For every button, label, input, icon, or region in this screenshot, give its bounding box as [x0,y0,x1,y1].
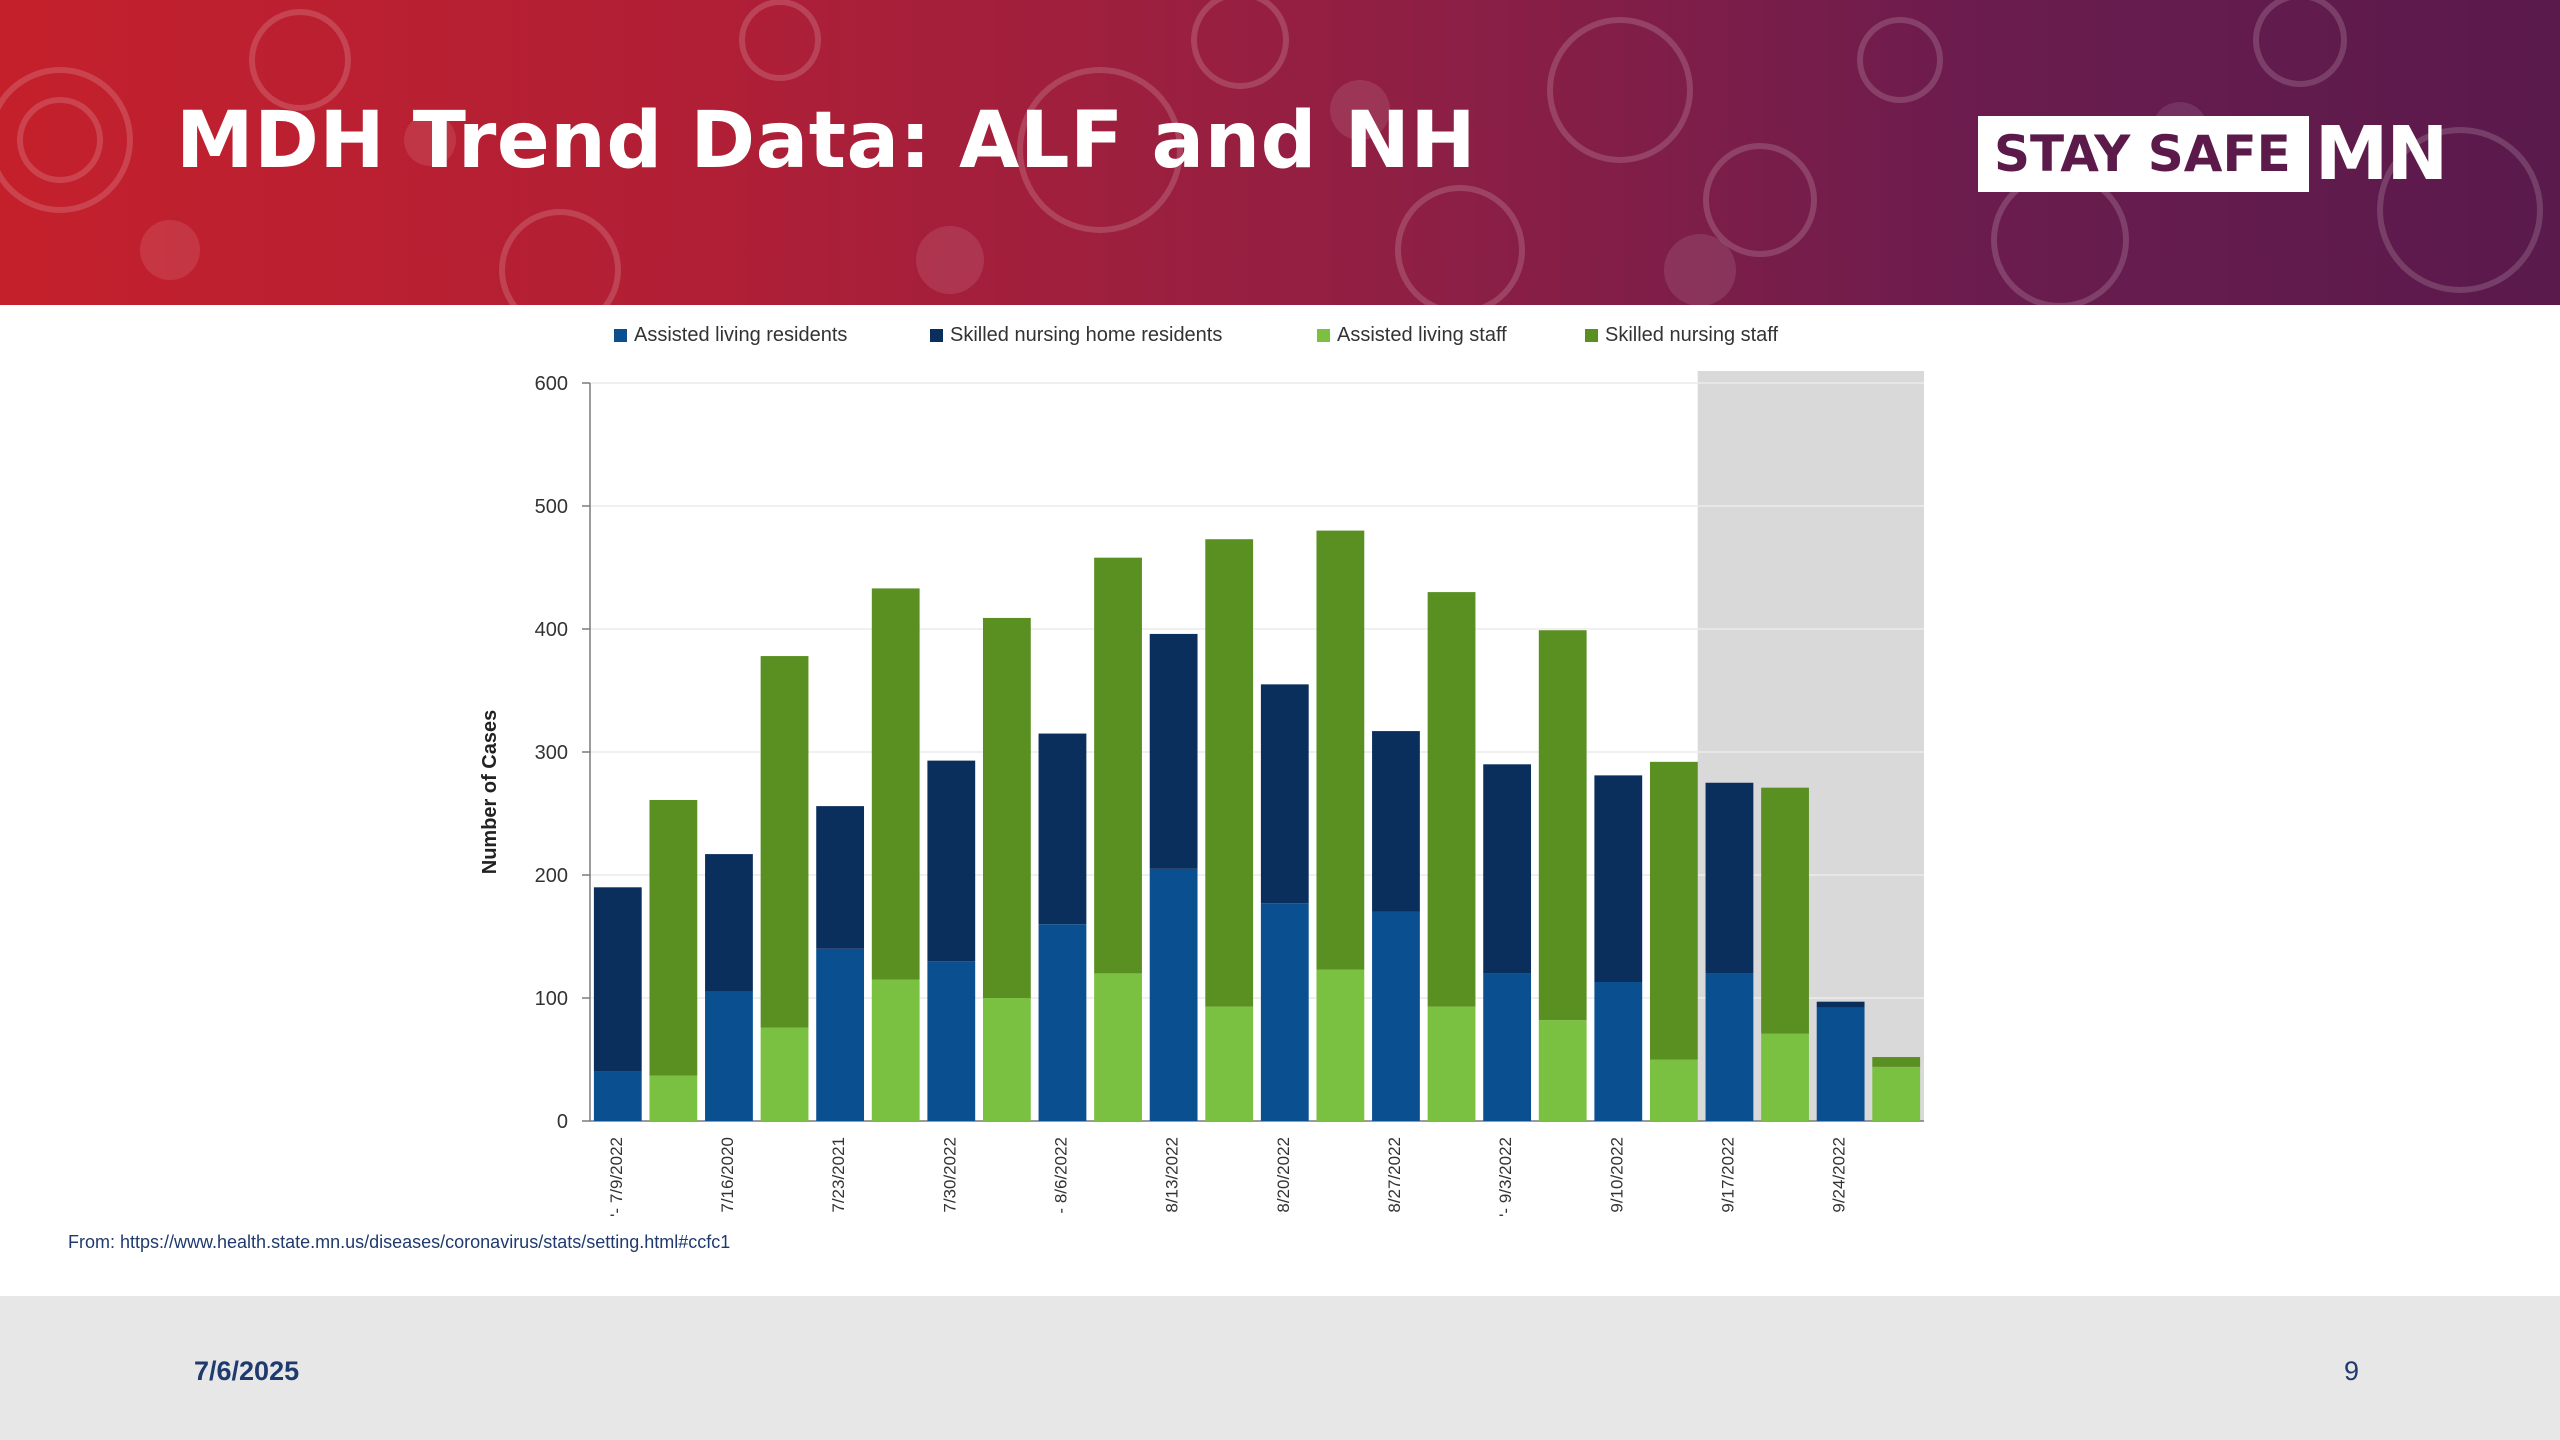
legend-swatch [614,329,627,342]
legend-label: Skilled nursing home residents [950,324,1222,346]
bar-skilled-nursing-home-residents [1705,782,1754,974]
bar-skilled-nursing-staff [649,799,698,1076]
bar-assisted-living-residents [1372,911,1420,1121]
logo-mn: MN [2314,111,2449,197]
bar-assisted-living-residents [1816,1007,1865,1121]
bar-skilled-nursing-home-residents [1149,633,1198,869]
bar-skilled-nursing-home-residents [1483,764,1532,974]
bar-assisted-living-residents [1149,868,1198,1121]
x-tick-label: - 8/6/2022 [1051,1137,1070,1214]
legend-label: Assisted living residents [634,324,847,346]
bar-assisted-living-residents [1594,982,1643,1121]
bar-assisted-living-staff [1094,973,1142,1121]
bar-skilled-nursing-staff [982,617,1031,998]
bar-skilled-nursing-home-residents [1372,731,1420,912]
bar-skilled-nursing-home-residents [1260,684,1309,904]
bar-skilled-nursing-staff [1094,557,1142,974]
bar-assisted-living-staff [982,998,1031,1121]
bar-assisted-living-staff [649,1075,698,1121]
bar-assisted-living-residents [927,961,976,1121]
x-tick-label: 8/20/2022 [1274,1137,1293,1213]
x-tick-label: 7/16/2020 [718,1137,737,1213]
y-axis-title: Number of Cases [479,710,501,875]
bar-assisted-living-residents [705,991,753,1121]
bar-skilled-nursing-home-residents [816,806,865,949]
bar-assisted-living-staff [1761,1033,1809,1121]
y-tick-label: 500 [535,496,568,518]
legend-swatch [1585,329,1598,342]
bar-assisted-living-residents [1038,924,1087,1121]
bar-skilled-nursing-staff [1872,1057,1921,1067]
stay-safe-mn-logo: STAY SAFE MN [1978,111,2449,197]
bar-assisted-living-residents [1260,903,1309,1121]
bar-skilled-nursing-home-residents [705,854,753,992]
x-tick-label: '- 9/3/2022 [1496,1137,1515,1217]
x-tick-label: '- 7/9/2022 [607,1137,626,1217]
y-tick-label: 100 [535,988,568,1010]
logo-text: STAY SAFE [1978,116,2309,192]
bar-skilled-nursing-home-residents [927,760,976,962]
title-banner: MDH Trend Data: ALF and NH STAY SAFE MN [0,0,2560,305]
legend-label: Assisted living staff [1337,324,1507,346]
bar-assisted-living-residents [1483,973,1532,1121]
bar-skilled-nursing-home-residents [1594,775,1643,983]
chart-panel: 0 100 200 300 400 500 600 Number of Cases '- 7/9… [462,305,1970,1227]
bar-assisted-living-staff [1649,1059,1698,1121]
bar-assisted-living-staff [871,979,920,1121]
legend-swatch [930,329,943,342]
bar-skilled-nursing-staff [1205,539,1254,1007]
slide-title: MDH Trend Data: ALF and NH [176,96,1477,186]
x-tick-label: 9/17/2022 [1718,1137,1737,1213]
slide-footer: 7/6/2025 9 [0,1296,2560,1440]
bar-assisted-living-staff [1205,1006,1254,1121]
x-tick-label: 9/24/2022 [1830,1137,1849,1213]
y-tick-label: 600 [535,373,568,395]
x-tick-label: 7/30/2022 [940,1137,959,1213]
bar-skilled-nursing-home-residents [1816,1001,1865,1008]
bar-skilled-nursing-staff [1316,530,1365,970]
x-tick-label: 8/13/2022 [1163,1137,1182,1213]
y-tick-label: 300 [535,742,568,764]
stacked-bar-chart: 0 100 200 300 400 500 600 Number of Cases '- 7/9… [479,324,1924,1217]
bar-skilled-nursing-home-residents [593,887,642,1072]
x-tick-label: 7/23/2021 [829,1137,848,1213]
bar-assisted-living-staff [1427,1006,1476,1121]
bar-assisted-living-staff [1538,1020,1587,1121]
footer-date: 7/6/2025 [194,1356,300,1386]
bar-assisted-living-residents [593,1071,642,1121]
virus-background-image [0,0,2543,305]
source-note: From: https://www.health.state.mn.us/dis… [68,1232,731,1252]
bar-skilled-nursing-staff [1538,630,1587,1021]
bar-skilled-nursing-staff [871,588,920,980]
bar-skilled-nursing-staff [760,656,809,1028]
bar-assisted-living-staff [1316,969,1365,1121]
bar-skilled-nursing-home-residents [1038,733,1087,925]
bar-skilled-nursing-staff [1649,761,1698,1060]
y-tick-label: 0 [557,1111,568,1133]
y-tick-label: 400 [535,619,568,641]
legend-swatch [1317,329,1330,342]
bar-skilled-nursing-staff [1761,787,1809,1034]
bar-assisted-living-residents [1705,973,1754,1121]
bar-skilled-nursing-staff [1427,592,1476,1007]
legend-label: Skilled nursing staff [1605,324,1779,346]
bar-assisted-living-residents [816,948,865,1121]
bar-assisted-living-staff [1872,1066,1921,1121]
x-tick-label: 9/10/2022 [1607,1137,1626,1213]
page-number: 9 [2344,1356,2360,1386]
bar-assisted-living-staff [760,1027,809,1121]
x-tick-label: 8/27/2022 [1385,1137,1404,1213]
y-tick-label: 200 [535,865,568,887]
